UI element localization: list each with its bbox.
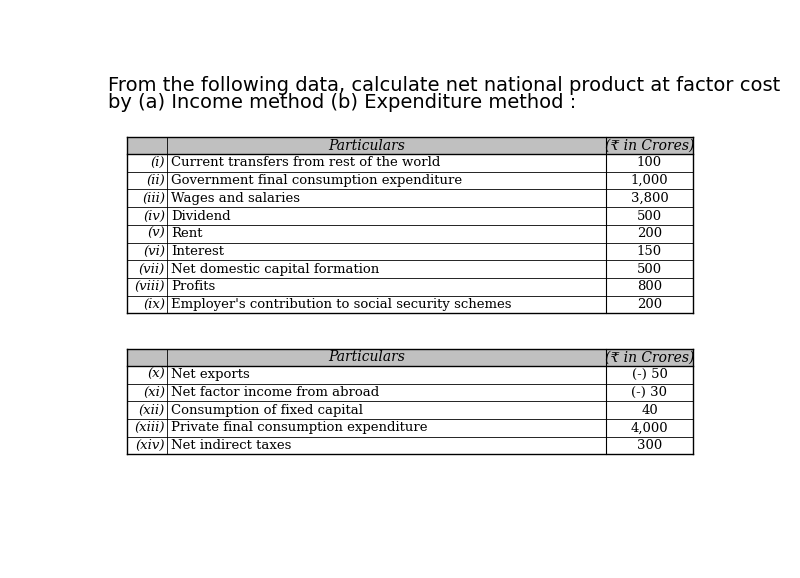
Text: (x): (x) xyxy=(147,368,165,381)
Text: (iv): (iv) xyxy=(143,210,165,223)
Text: 200: 200 xyxy=(637,298,662,311)
Text: (xiv): (xiv) xyxy=(136,439,165,452)
Text: (v): (v) xyxy=(147,227,165,240)
Text: (-) 30: (-) 30 xyxy=(631,386,667,399)
Text: 100: 100 xyxy=(637,157,662,169)
Text: (i): (i) xyxy=(150,157,165,169)
Text: Rent: Rent xyxy=(171,227,203,240)
Text: (xii): (xii) xyxy=(139,403,165,417)
Text: (vi): (vi) xyxy=(143,245,165,258)
Text: Profits: Profits xyxy=(171,280,215,294)
Text: Employer's contribution to social security schemes: Employer's contribution to social securi… xyxy=(171,298,512,311)
Text: 200: 200 xyxy=(637,227,662,240)
Text: 4,000: 4,000 xyxy=(630,421,668,434)
Text: Net factor income from abroad: Net factor income from abroad xyxy=(171,386,379,399)
Bar xyxy=(127,137,693,154)
Text: Net exports: Net exports xyxy=(171,368,250,381)
Text: (₹ in Crores): (₹ in Crores) xyxy=(605,350,694,364)
Text: 40: 40 xyxy=(641,403,658,417)
Text: 500: 500 xyxy=(637,262,662,276)
Text: (ix): (ix) xyxy=(143,298,165,311)
Text: (vii): (vii) xyxy=(139,262,165,276)
Text: 800: 800 xyxy=(637,280,662,294)
Text: 150: 150 xyxy=(637,245,662,258)
Text: Current transfers from rest of the world: Current transfers from rest of the world xyxy=(171,157,441,169)
Text: Consumption of fixed capital: Consumption of fixed capital xyxy=(171,403,363,417)
Text: (viii): (viii) xyxy=(134,280,165,294)
Text: Interest: Interest xyxy=(171,245,224,258)
Text: Dividend: Dividend xyxy=(171,210,231,223)
Text: Government final consumption expenditure: Government final consumption expenditure xyxy=(171,174,462,187)
Text: by (a) Income method (b) Expenditure method :: by (a) Income method (b) Expenditure met… xyxy=(108,93,576,112)
Text: Net indirect taxes: Net indirect taxes xyxy=(171,439,292,452)
Text: 500: 500 xyxy=(637,210,662,223)
Text: Net domestic capital formation: Net domestic capital formation xyxy=(171,262,379,276)
Bar xyxy=(127,349,693,366)
Text: Particulars: Particulars xyxy=(328,139,405,153)
Text: (₹ in Crores): (₹ in Crores) xyxy=(605,139,694,153)
Text: Wages and salaries: Wages and salaries xyxy=(171,192,300,205)
Text: (xi): (xi) xyxy=(143,386,165,399)
Text: (iii): (iii) xyxy=(142,192,165,205)
Text: 1,000: 1,000 xyxy=(630,174,668,187)
Text: 300: 300 xyxy=(637,439,662,452)
Text: (ii): (ii) xyxy=(146,174,165,187)
Text: (xiii): (xiii) xyxy=(134,421,165,434)
Text: 3,800: 3,800 xyxy=(630,192,668,205)
Text: (-) 50: (-) 50 xyxy=(631,368,667,381)
Text: Particulars: Particulars xyxy=(328,350,405,364)
Text: Private final consumption expenditure: Private final consumption expenditure xyxy=(171,421,428,434)
Text: From the following data, calculate net national product at factor cost: From the following data, calculate net n… xyxy=(108,76,780,95)
